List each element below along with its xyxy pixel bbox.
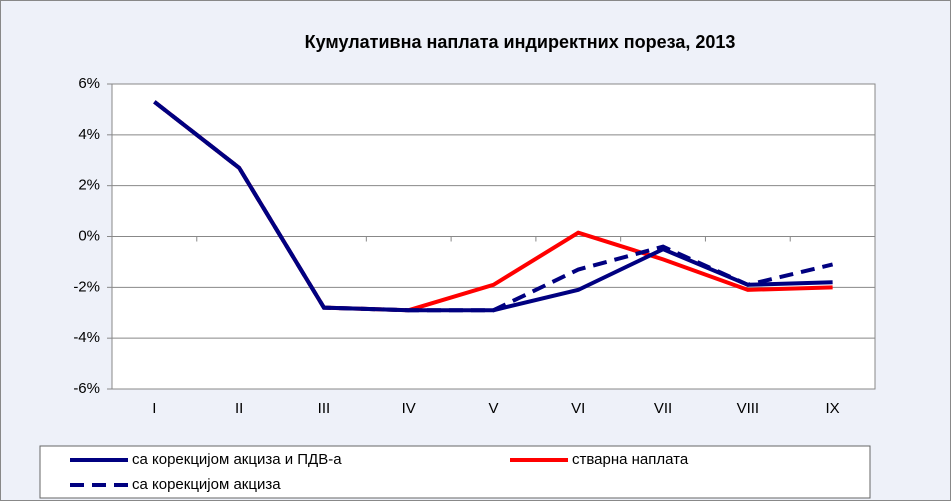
y-tick-label: -6% [73, 380, 100, 397]
y-tick-label: 0% [78, 227, 100, 244]
y-tick-label: -2% [73, 278, 100, 295]
y-tick-label: 6% [78, 75, 100, 92]
legend-label: стварна наплата [572, 451, 689, 468]
legend-label: са корекцијом акциза [132, 476, 281, 493]
x-tick-label: VII [654, 400, 672, 417]
x-tick-label: V [488, 400, 498, 417]
legend-box [39, 445, 871, 499]
x-tick-label: IX [826, 400, 840, 417]
series-line [153, 100, 834, 313]
x-tick-label: II [235, 400, 243, 417]
x-tick-label: I [152, 400, 156, 417]
y-tick-label: -4% [73, 329, 100, 346]
legend-label: са корекцијом акциза и ПДВ-а [132, 451, 342, 468]
x-tick-label: VIII [737, 400, 760, 417]
x-tick-label: IV [402, 400, 416, 417]
x-tick-label: III [318, 400, 331, 417]
chart-title: Кумулативна наплата индиректних пореза, … [305, 32, 736, 52]
x-tick-label: VI [571, 400, 585, 417]
y-tick-label: 4% [78, 126, 100, 143]
y-tick-label: 2% [78, 177, 100, 194]
